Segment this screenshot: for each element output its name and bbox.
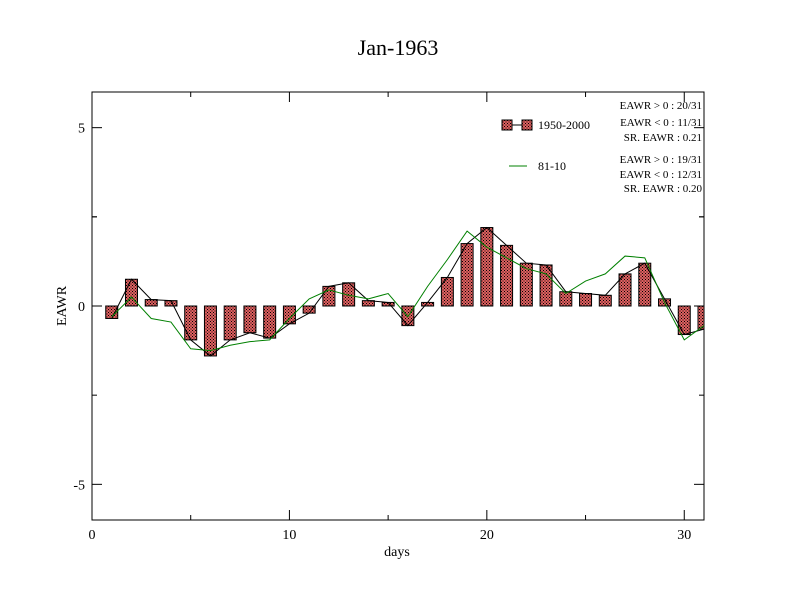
x-tick-label: 30 — [677, 528, 691, 543]
bar — [243, 305, 257, 334]
series-line-1950-2000 — [111, 226, 705, 357]
bar — [223, 305, 237, 341]
stat-bars-sr: SR. EAWR : 0.21 — [624, 132, 702, 144]
bar — [579, 293, 593, 307]
y-tick-label: 5 — [78, 122, 85, 137]
line-series — [111, 226, 705, 357]
stat-bars-negative: EAWR < 0 : 11/31 — [620, 117, 702, 129]
bar — [460, 243, 474, 307]
stat-line-positive: EAWR > 0 : 19/31 — [620, 154, 702, 166]
series-line-81-10 — [111, 230, 705, 352]
bar — [184, 305, 198, 341]
bar — [203, 305, 217, 357]
plot-frame — [91, 91, 705, 521]
bar — [263, 305, 277, 339]
legend-line-label: 81-10 — [538, 159, 566, 173]
bar — [697, 305, 705, 330]
stats-text: EAWR > 0 : 20/31 EAWR < 0 : 11/31 SR. EA… — [620, 100, 703, 195]
y-axis: -5 0 5 — [73, 122, 704, 493]
bar — [598, 294, 612, 307]
y-axis-label: EAWR — [55, 285, 70, 326]
stat-bars-positive: EAWR > 0 : 20/31 — [620, 100, 702, 112]
y-tick-label: -5 — [73, 478, 85, 493]
bar — [322, 285, 336, 307]
x-tick-label: 0 — [89, 528, 96, 543]
stat-line-negative: EAWR < 0 : 12/31 — [620, 169, 702, 181]
y-tick-label: 0 — [78, 300, 85, 315]
x-axis-label: days — [384, 545, 410, 560]
x-tick-label: 20 — [480, 528, 494, 543]
x-tick-label: 10 — [282, 528, 296, 543]
legend-bar-swatch-right — [521, 119, 533, 131]
legend-bar-swatch-left — [501, 119, 513, 131]
chart-title: Jan-1963 — [358, 35, 439, 60]
bar — [480, 227, 494, 307]
bar — [500, 244, 514, 307]
bar — [638, 262, 652, 307]
legend-bar-label: 1950-2000 — [538, 118, 590, 132]
bar — [144, 299, 158, 307]
stat-line-sr: SR. EAWR : 0.20 — [624, 183, 703, 195]
legend: 1950-2000 81-10 — [501, 118, 590, 173]
bar-series — [105, 227, 705, 357]
x-axis: 0 10 20 30 — [89, 92, 691, 543]
bar — [677, 305, 691, 336]
bar — [440, 276, 454, 307]
